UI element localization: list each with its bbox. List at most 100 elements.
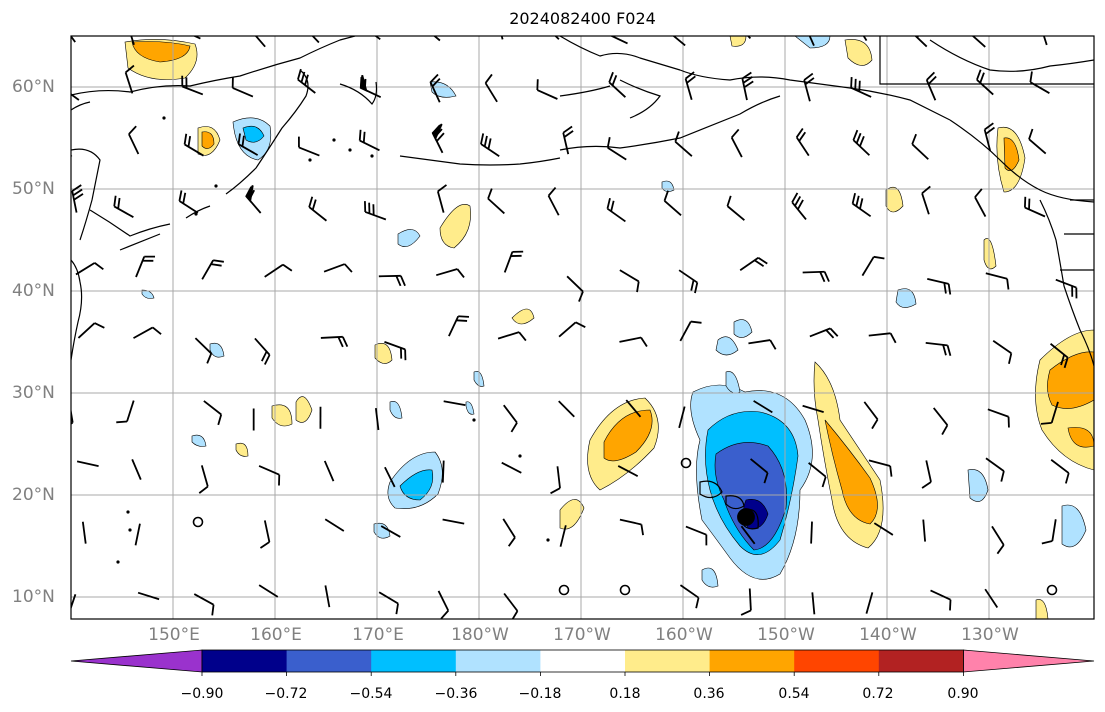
barb-feather [1028, 198, 1031, 210]
wind-barb [684, 71, 696, 101]
barb-staff [1024, 206, 1046, 218]
wind-barb [992, 340, 1013, 364]
barb-feather [237, 133, 241, 145]
wind-barb [674, 131, 693, 157]
barb-feather [852, 129, 859, 141]
wind-barb [930, 589, 952, 611]
colorbar-tick-018: 0.18 [609, 686, 641, 702]
wind-barb [193, 593, 215, 616]
colorbar-segment-8 [878, 650, 964, 672]
wind-barb [566, 275, 584, 302]
anomaly-contour-32 [242, 125, 265, 143]
wind-barb [1028, 128, 1047, 155]
wind-barb [619, 269, 640, 293]
barb-feather [550, 487, 561, 495]
barb-staff [1029, 81, 1050, 94]
barb-feather [429, 73, 439, 83]
barb-staff [178, 200, 199, 214]
barb-feather [304, 20, 314, 30]
barb-feather [71, 421, 74, 430]
wind-barb [809, 327, 839, 339]
barb-feather [889, 465, 893, 477]
barb-feather [578, 291, 584, 302]
barb-feather [182, 192, 187, 204]
barb-staff [985, 457, 1005, 472]
lat-label-50n: 50°N [12, 179, 55, 199]
wind-barb [178, 190, 199, 214]
barb-feather [754, 259, 765, 267]
barb-staff [437, 590, 450, 612]
colorbar-tick-054: 0.54 [778, 686, 810, 702]
wind-barb [685, 525, 708, 546]
wind-barb [558, 400, 575, 418]
barb-feather [640, 337, 648, 348]
barb-staff [873, 522, 894, 536]
anomaly-contour-23 [1035, 599, 1049, 619]
barb-feather [436, 132, 445, 142]
wind-barb [429, 73, 441, 103]
barb-feather [126, 17, 137, 24]
anomaly-contour-39 [701, 567, 719, 588]
barb-feather [487, 138, 492, 150]
wind-barb [740, 588, 752, 616]
barb-staff [558, 400, 575, 418]
lat-label-10n: 10°N [12, 587, 55, 607]
anomaly-contour-6 [603, 409, 653, 462]
barb-staff [925, 341, 948, 347]
barb-feather [399, 275, 406, 287]
barb-staff [536, 89, 558, 100]
barb-staff [542, 36, 560, 40]
barb-staff [1050, 401, 1059, 424]
wind-barb [259, 520, 271, 549]
calm-circle [558, 584, 570, 596]
anomaly-contour-15 [374, 343, 393, 364]
barb-feather [128, 21, 139, 28]
barb-feather [851, 192, 856, 204]
barb-staff [547, 195, 560, 216]
barb-feather [807, 26, 818, 34]
barb-feather [563, 130, 574, 138]
barb-feather [344, 263, 353, 273]
anomaly-contour-3 [201, 131, 215, 149]
barb-feather [829, 327, 839, 337]
wind-barb [75, 262, 104, 276]
barb-feather [690, 279, 695, 291]
anomaly-contour-37 [967, 469, 989, 502]
barb-staff [930, 589, 951, 601]
wind-barb [116, 400, 135, 424]
wind-barb [298, 136, 320, 157]
wind-barb [802, 270, 830, 283]
barb-feather [547, 20, 557, 30]
wind-barb [865, 592, 874, 614]
barb-staff [263, 520, 271, 543]
barb-staff [324, 585, 331, 608]
wind-barb [137, 591, 160, 601]
barb-feather [198, 485, 209, 494]
coastline-10 [619, 79, 661, 119]
barb-staff [932, 407, 949, 426]
barb-feather [144, 255, 156, 258]
barb-feather [984, 122, 994, 131]
colorbar-extend-max [963, 649, 1095, 673]
island-dot [472, 418, 476, 422]
wind-barb-layer [71, 17, 1078, 619]
colorbar-segment-3 [455, 650, 541, 672]
wind-barb [71, 138, 73, 158]
barb-staff [987, 408, 1009, 418]
wind-barb [364, 201, 387, 221]
barb-feather [210, 263, 222, 267]
coastline-11 [559, 95, 781, 151]
barb-staff [448, 315, 460, 337]
wind-barb [378, 591, 399, 615]
barb-staff [617, 465, 639, 477]
island-dot [348, 148, 352, 152]
barb-feather [116, 420, 128, 424]
barb-staff [854, 36, 868, 42]
barb-staff [380, 525, 401, 538]
wind-barb [231, 77, 254, 98]
barb-staff [868, 459, 891, 467]
barb-feather [795, 127, 804, 138]
barb-feather [437, 184, 448, 193]
wind-barb [559, 525, 567, 547]
wind-barb [619, 336, 648, 348]
